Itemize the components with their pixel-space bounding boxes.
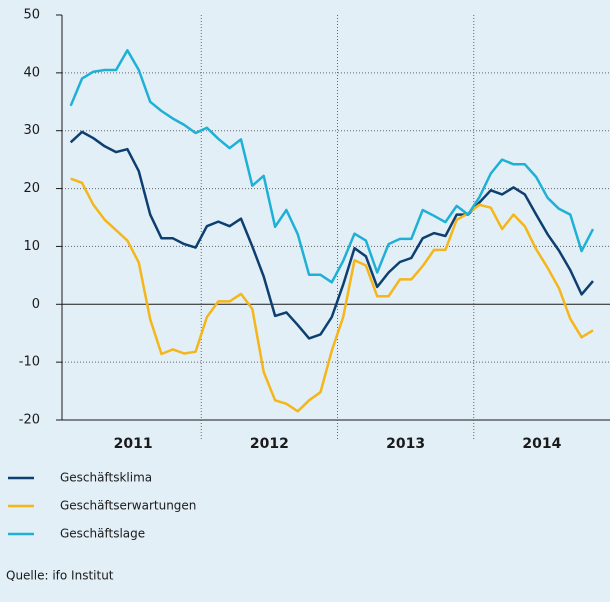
y-tick-label: 20	[23, 181, 40, 196]
y-tick-label: 0	[32, 297, 40, 312]
y-tick-label: -10	[19, 355, 40, 370]
y-tick-label: 40	[23, 65, 40, 80]
legend-label: Geschäftslage	[60, 527, 145, 541]
y-tick-label: 10	[23, 239, 40, 254]
series-line	[70, 177, 594, 413]
series-line	[69, 49, 595, 284]
y-tick-label: -20	[19, 413, 40, 428]
x-tick-label: 2013	[386, 436, 425, 452]
y-tick-label: 50	[23, 8, 40, 23]
series-line	[69, 130, 594, 340]
legend-label: Geschäftsklima	[60, 471, 152, 485]
legend-label: Geschäftserwartungen	[60, 499, 196, 513]
x-tick-label: 2012	[250, 436, 289, 452]
x-tick-label: 2014	[522, 436, 561, 452]
x-tick-label: 2011	[114, 436, 153, 452]
source: Quelle: ifo Institut	[6, 569, 114, 583]
y-tick-label: 30	[23, 123, 40, 138]
